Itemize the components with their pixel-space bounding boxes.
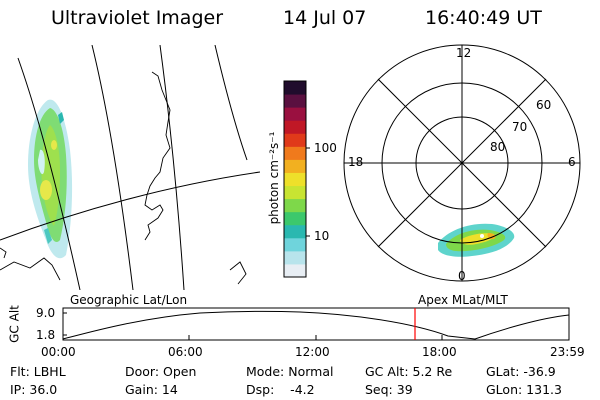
gain-value: Gain: 14 bbox=[125, 382, 178, 397]
colorbar-swatch bbox=[284, 198, 306, 213]
mlat-label-60: 60 bbox=[536, 98, 552, 112]
colorbar-swatch bbox=[284, 263, 306, 278]
mlt-label-0: 0 bbox=[458, 269, 466, 283]
colorbar-swatch bbox=[284, 133, 306, 147]
polar-grid bbox=[343, 44, 581, 282]
instrument-title: Ultraviolet Imager bbox=[51, 7, 224, 29]
colorbar-swatch bbox=[284, 94, 306, 108]
door-value: Door: Open bbox=[125, 364, 197, 379]
alt-tick-top: 9.0 bbox=[36, 306, 56, 320]
mode-value: Mode: Normal bbox=[246, 364, 334, 379]
alt-tick-bottom: 1.8 bbox=[36, 328, 56, 342]
colorbar bbox=[283, 80, 310, 278]
map-grid-lines bbox=[0, 45, 260, 290]
colorbar-swatch bbox=[284, 185, 306, 200]
altitude-timeline bbox=[62, 307, 570, 341]
time-tick-2359: 23:59 bbox=[550, 345, 585, 359]
mlat-label-70: 70 bbox=[512, 120, 528, 134]
time-tick-0600: 06:00 bbox=[168, 345, 203, 359]
colorbar-swatch bbox=[284, 224, 306, 239]
glat-value: GLat: -36.9 bbox=[486, 364, 556, 379]
time-tick-1800: 18:00 bbox=[422, 345, 457, 359]
colorbar-swatch bbox=[284, 250, 306, 265]
ip-value: IP: 36.0 bbox=[10, 382, 58, 397]
geographic-map bbox=[0, 45, 260, 290]
gc-alt-axis-label: GC Alt bbox=[7, 305, 22, 343]
colorbar-swatch bbox=[284, 237, 306, 252]
colorbar-swatch bbox=[284, 172, 306, 187]
time-tick-0000: 00:00 bbox=[41, 345, 76, 359]
colorbar-swatch bbox=[284, 81, 306, 95]
dsp-value: Dsp: -4.2 bbox=[246, 382, 315, 397]
mlat-label-80: 80 bbox=[490, 140, 506, 154]
time-tick-1200: 12:00 bbox=[295, 345, 330, 359]
date-label: 14 Jul 07 bbox=[283, 7, 367, 29]
colorbar-swatch bbox=[284, 211, 306, 226]
colorbar-swatch bbox=[284, 159, 306, 173]
polar-plot bbox=[343, 44, 581, 282]
mlt-label-6: 6 bbox=[568, 155, 576, 169]
colorbar-swatch bbox=[284, 146, 306, 160]
mlt-label-18: 18 bbox=[348, 155, 364, 169]
colorbar-swatch bbox=[284, 107, 306, 121]
colorbar-tick-100: 100 bbox=[314, 141, 337, 155]
seq-value: Seq: 39 bbox=[365, 382, 413, 397]
colorbar-swatch bbox=[284, 120, 306, 134]
aurora-emission-polar bbox=[438, 223, 515, 257]
geo-coord-label: Geographic Lat/Lon bbox=[70, 293, 188, 307]
time-label: 16:40:49 UT bbox=[425, 7, 542, 29]
filter-value: Flt: LBHL bbox=[10, 364, 66, 379]
glon-value: GLon: 131.3 bbox=[486, 382, 562, 397]
mlt-label-12: 12 bbox=[456, 46, 472, 60]
altitude-curve bbox=[62, 310, 570, 340]
colorbar-tick-10: 10 bbox=[314, 229, 330, 243]
gc-alt-value: GC Alt: 5.2 Re bbox=[365, 364, 453, 379]
apex-coord-label: Apex MLat/MLT bbox=[418, 293, 508, 307]
coastline bbox=[0, 71, 247, 285]
